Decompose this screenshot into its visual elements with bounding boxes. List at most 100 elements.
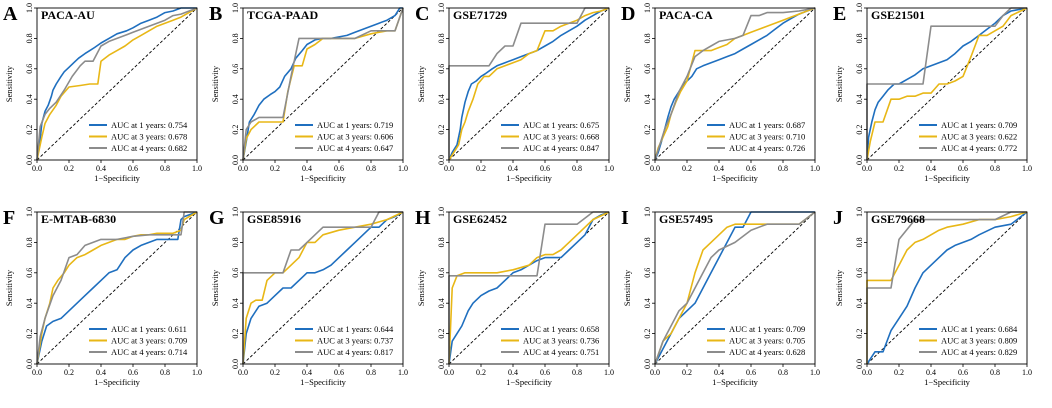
panel-letter: H <box>415 207 431 229</box>
legend-label-3-years: AUC at 3 years: 0.668 <box>523 132 599 142</box>
y-tick-label: 1.0 <box>855 3 864 13</box>
x-tick-label: 1.0 <box>398 368 408 377</box>
y-tick-label: 0.4 <box>855 94 864 104</box>
x-tick-label: 0.2 <box>476 164 486 173</box>
x-axis-label: 1−Specificity <box>712 173 759 183</box>
panel-letter: E <box>833 3 846 25</box>
x-tick-label: 0.8 <box>160 164 170 173</box>
panel-title: GSE21501 <box>871 8 925 22</box>
legend-label-3-years: AUC at 3 years: 0.709 <box>111 336 187 346</box>
x-tick-label: 0.4 <box>714 368 724 377</box>
roc-panel-b: B TCGA-PAAD 0.00.0 0.2 0.2 0.4 0.4 0.6 0.6 0.8 0.8… <box>209 3 408 183</box>
y-axis-label: Sensitivity <box>622 269 632 306</box>
legend-label-4-years: AUC at 4 years: 0.751 <box>523 347 599 357</box>
roc-curve-3-years <box>448 211 610 365</box>
panel-letter: G <box>209 207 225 229</box>
roc-panel-h: H GSE62452 0.00.0 0.2 0.2 0.4 0.4 0.6 0.6 0.8 0.8 1… <box>415 207 614 387</box>
x-tick-label: 0.4 <box>302 164 312 173</box>
y-tick-label: 0.4 <box>231 298 240 308</box>
plot-frame <box>448 7 610 161</box>
y-tick-label: 0.6 <box>855 64 864 74</box>
y-tick-label: 0.2 <box>231 329 240 339</box>
x-tick-label: 1.0 <box>192 368 202 377</box>
y-tick-label: 0.8 <box>437 237 446 247</box>
x-tick-label: 1.0 <box>810 368 820 377</box>
roc-curve-3-years <box>448 7 610 161</box>
y-axis-label: Sensitivity <box>622 65 632 102</box>
reference-diagonal <box>242 211 404 365</box>
x-tick-label: 0.2 <box>682 164 692 173</box>
roc-curve-1-years <box>448 7 610 161</box>
plot-frame <box>654 7 816 161</box>
y-tick-label: 1.0 <box>437 3 446 13</box>
x-tick-label: 0.4 <box>96 164 106 173</box>
x-axis-label: 1−Specificity <box>506 377 553 387</box>
x-tick-label: 0.8 <box>572 368 582 377</box>
x-tick-label: 1.0 <box>1022 368 1032 377</box>
y-axis-label: Sensitivity <box>834 65 844 102</box>
y-tick-label: 0.2 <box>25 329 34 339</box>
x-tick-label: 1.0 <box>604 368 614 377</box>
panel-letter: I <box>621 207 629 229</box>
x-tick-label: 0.8 <box>160 368 170 377</box>
y-tick-label: 1.0 <box>855 207 864 217</box>
y-tick-label: 0.6 <box>25 268 34 278</box>
x-tick-label: 1.0 <box>1022 164 1032 173</box>
roc-panel-g: G GSE85916 0.00.0 0.2 0.2 0.4 0.4 0.6 0.6 0.8 0.8 1… <box>209 207 408 387</box>
roc-panel-e: E GSE21501 0.00.0 0.2 0.2 0.4 0.4 0.6 0.6 0.8 0.8 1… <box>833 3 1032 183</box>
panel-title: PACA-CA <box>659 8 713 22</box>
y-tick-label: 1.0 <box>643 3 652 13</box>
y-tick-label: 0.6 <box>231 64 240 74</box>
legend-label-3-years: AUC at 3 years: 0.606 <box>317 132 393 142</box>
legend-label-1-years: AUC at 1 years: 0.611 <box>111 324 187 334</box>
roc-curve-4-years <box>448 7 609 160</box>
legend-label-4-years: AUC at 4 years: 0.714 <box>111 347 188 357</box>
x-axis-label: 1−Specificity <box>924 377 971 387</box>
plot-frame <box>866 211 1028 365</box>
legend-label-3-years: AUC at 3 years: 0.737 <box>317 336 393 346</box>
roc-curve-1-years <box>36 211 198 365</box>
y-tick-label: 0.0 <box>25 359 34 369</box>
reference-diagonal <box>448 7 610 161</box>
x-tick-label: 0.0 <box>650 368 660 377</box>
panel-title: GSE79668 <box>871 212 925 226</box>
x-tick-label: 1.0 <box>810 164 820 173</box>
legend-label-4-years: AUC at 4 years: 0.628 <box>729 347 805 357</box>
y-axis-label: Sensitivity <box>416 65 426 102</box>
plot-frame <box>866 7 1028 161</box>
x-tick-label: 0.4 <box>926 164 936 173</box>
x-tick-label: 0.4 <box>926 368 936 377</box>
y-tick-label: 0.2 <box>437 125 446 135</box>
y-tick-label: 0.0 <box>437 359 446 369</box>
reference-diagonal <box>36 211 198 365</box>
y-tick-label: 0.2 <box>231 125 240 135</box>
y-tick-label: 0.2 <box>643 329 652 339</box>
x-axis-label: 1−Specificity <box>300 377 347 387</box>
x-tick-label: 0.2 <box>682 368 692 377</box>
y-axis-label: Sensitivity <box>834 269 844 306</box>
x-tick-label: 0.6 <box>746 164 756 173</box>
legend-label-3-years: AUC at 3 years: 0.678 <box>111 132 187 142</box>
y-tick-label: 0.0 <box>643 359 652 369</box>
reference-diagonal <box>866 211 1028 365</box>
panel-title: TCGA-PAAD <box>247 8 318 22</box>
panel-title: GSE62452 <box>453 212 507 226</box>
y-tick-label: 0.6 <box>231 268 240 278</box>
y-tick-label: 0.6 <box>437 64 446 74</box>
roc-panel-j: J GSE79668 0.00.0 0.2 0.2 0.4 0.4 0.6 0.6 0.8 0.8 1… <box>833 207 1032 387</box>
y-tick-label: 0.2 <box>643 125 652 135</box>
x-tick-label: 0.6 <box>334 164 344 173</box>
reference-diagonal <box>242 7 404 161</box>
x-tick-label: 0.6 <box>746 368 756 377</box>
x-tick-label: 0.2 <box>270 164 280 173</box>
panel-letter: B <box>209 3 222 25</box>
roc-curve-4-years <box>654 7 816 161</box>
panel-letter: F <box>3 207 15 229</box>
y-tick-label: 0.2 <box>25 125 34 135</box>
panel-title: GSE85916 <box>247 212 301 226</box>
y-tick-label: 0.8 <box>25 33 34 43</box>
x-tick-label: 0.6 <box>128 368 138 377</box>
legend-label-1-years: AUC at 1 years: 0.719 <box>317 120 393 130</box>
y-tick-label: 0.0 <box>855 155 864 165</box>
x-tick-label: 0.8 <box>990 164 1000 173</box>
